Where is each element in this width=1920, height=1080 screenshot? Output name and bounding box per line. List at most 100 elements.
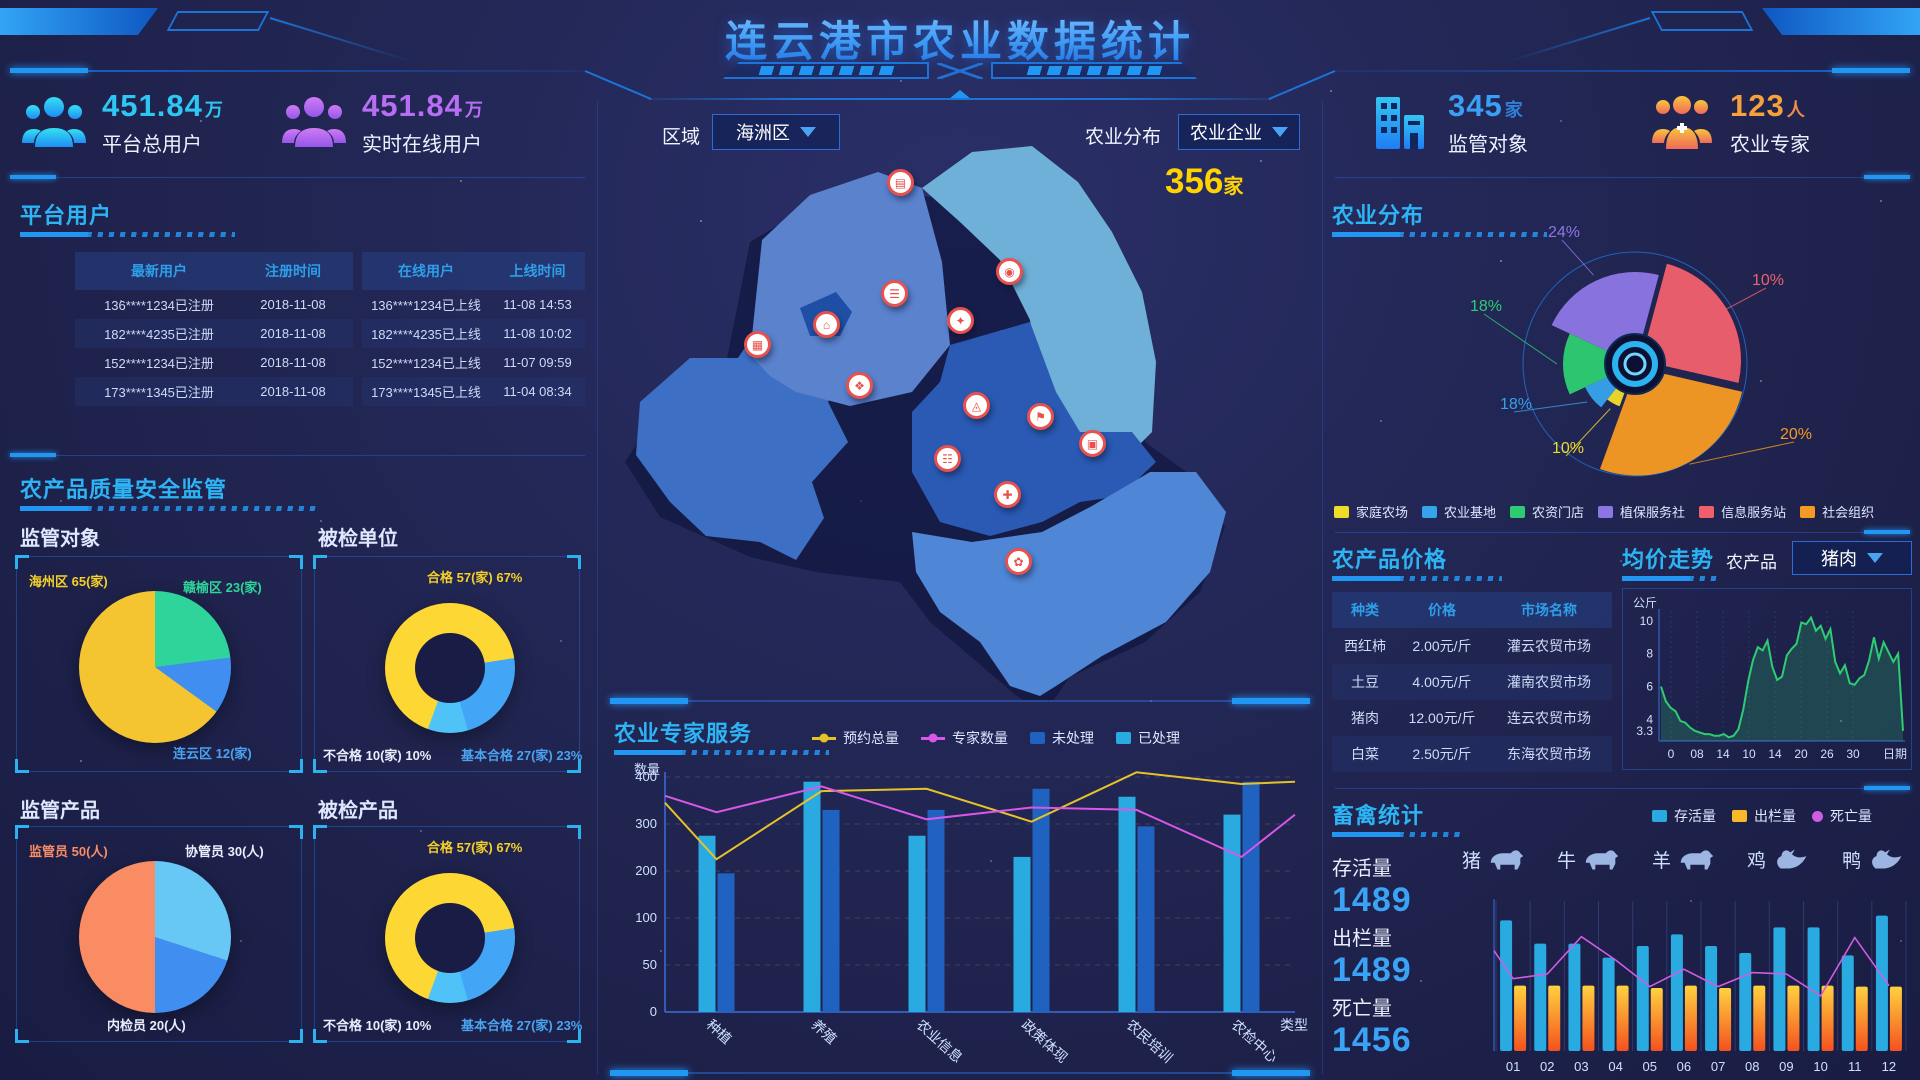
svg-text:300: 300 xyxy=(635,816,657,831)
section-title-underline xyxy=(614,750,829,755)
pie-slice-label: 海州区 65(家) xyxy=(29,574,108,589)
rose-legend-item[interactable]: 信息服务站 xyxy=(1699,502,1786,521)
animal-icon xyxy=(1585,850,1619,870)
expert-legend-item[interactable]: 预约总量 xyxy=(812,728,899,748)
rose-legend-item[interactable]: 植保服务社 xyxy=(1598,502,1685,521)
rose-legend-item[interactable]: 农业基地 xyxy=(1422,502,1496,521)
animal-label: 牛 xyxy=(1557,850,1577,872)
map-pin[interactable]: ◉ xyxy=(996,258,1023,285)
table-cell: 11-04 08:34 xyxy=(503,384,572,399)
legend-square-marker xyxy=(1030,732,1045,744)
donut-chart xyxy=(385,873,515,1003)
distribution-select[interactable]: 农业企业 xyxy=(1178,114,1300,150)
rose-legend-item[interactable]: 家庭农场 xyxy=(1334,502,1408,521)
map-pin[interactable]: ☰ xyxy=(881,280,908,307)
stat-unit: 人 xyxy=(1786,100,1805,120)
table-row: 173****1345已上线 11-04 08:34 xyxy=(362,377,585,406)
svg-text:0: 0 xyxy=(650,1004,657,1019)
svg-text:6: 6 xyxy=(1646,680,1653,694)
table-cell: 152****1234已上线 xyxy=(371,356,481,371)
section-divider xyxy=(1335,786,1910,790)
table-cell: 173****1345已注册 xyxy=(104,385,214,400)
pie-box-supervision-objects: 海州区 65(家) 赣榆区 23(家) 连云区 12(家) xyxy=(15,555,303,773)
legend-label: 农业基地 xyxy=(1444,505,1497,520)
stat-value: 451.84 xyxy=(102,88,203,123)
table-cell: 2018-11-08 xyxy=(260,326,326,341)
svg-text:24%: 24% xyxy=(1548,224,1580,241)
stat-supervision-objects: 345 家 监管对象 xyxy=(1368,88,1528,157)
pie-slice-label: 不合格 10(家) 10% xyxy=(323,1018,432,1033)
table-cell: 猪肉 xyxy=(1351,710,1379,726)
svg-text:3.3: 3.3 xyxy=(1636,724,1653,738)
svg-text:200: 200 xyxy=(635,863,657,878)
svg-text:30: 30 xyxy=(1846,747,1860,761)
title-triangle-decoration xyxy=(949,90,971,99)
map-pin[interactable]: ▦ xyxy=(744,331,771,358)
svg-text:8: 8 xyxy=(1646,647,1653,661)
svg-text:05: 05 xyxy=(1643,1059,1657,1074)
animal-item-1: 猪 xyxy=(1462,845,1527,873)
rose-legend-item[interactable]: 社会组织 xyxy=(1800,502,1874,521)
pie-slice-label: 赣榆区 23(家) xyxy=(183,580,262,595)
legend-square-marker xyxy=(1800,505,1816,518)
badge-unit: 家 xyxy=(1223,176,1244,198)
livestock-stat-label: 死亡量 xyxy=(1332,998,1392,1020)
column-header: 在线用户 xyxy=(398,263,454,279)
map-pin[interactable]: ⌂ xyxy=(813,311,840,338)
donut-hole xyxy=(414,632,486,704)
stat-unit: 万 xyxy=(204,100,223,120)
table-row: 猪肉 12.00元/斤 连云农贸市场 xyxy=(1332,700,1612,736)
table-cell: 2.50元/斤 xyxy=(1412,746,1472,762)
livestock-stat-alive: 存活量 1489 xyxy=(1332,852,1412,920)
legend-label: 植保服务社 xyxy=(1620,505,1686,520)
animal-icon xyxy=(1777,849,1807,869)
expert-legend-item[interactable]: 专家数量 xyxy=(921,728,1008,748)
livestock-legend-item[interactable]: 出栏量 xyxy=(1732,806,1796,826)
livestock-stat-value: 1456 xyxy=(1332,1021,1412,1059)
rose-legend-item[interactable]: 农资门店 xyxy=(1510,502,1584,521)
map-pin[interactable]: ✿ xyxy=(1005,548,1032,575)
pin-icon: ▤ xyxy=(894,175,907,190)
section-title-agri-distribution: 农业分布 xyxy=(1332,203,1425,228)
svg-text:14: 14 xyxy=(1716,747,1730,761)
legend-square-marker xyxy=(1116,732,1131,744)
pin-icon: ✿ xyxy=(1013,554,1024,569)
map-pin[interactable]: ❖ xyxy=(846,372,873,399)
product-select[interactable]: 猪肉 xyxy=(1792,541,1912,575)
expert-legend-item[interactable]: 已处理 xyxy=(1116,728,1180,748)
stat-label: 监管对象 xyxy=(1448,134,1528,156)
map-pin[interactable]: ✚ xyxy=(994,481,1021,508)
pin-icon: ▣ xyxy=(1086,436,1099,451)
table-cell: 152****1234已注册 xyxy=(104,356,214,371)
table-cell: 12.00元/斤 xyxy=(1408,710,1476,726)
region-select[interactable]: 海洲区 xyxy=(712,114,840,150)
svg-text:07: 07 xyxy=(1711,1059,1725,1074)
map-pin[interactable]: ▣ xyxy=(1079,430,1106,457)
expert-legend-item[interactable]: 未处理 xyxy=(1030,728,1094,748)
stat-value: 123 xyxy=(1730,88,1785,123)
svg-text:类型: 类型 xyxy=(1280,1017,1308,1033)
table-row: 182****4235已注册 2018-11-08 xyxy=(75,319,353,348)
section-divider xyxy=(1335,175,1910,179)
stat-agri-experts: 123 人 农业专家 xyxy=(1650,88,1810,157)
livestock-legend-item[interactable]: 存活量 xyxy=(1652,806,1716,826)
distribution-select-value: 农业企业 xyxy=(1190,123,1262,143)
svg-text:18%: 18% xyxy=(1470,298,1502,315)
table-row: 173****1345已注册 2018-11-08 xyxy=(75,377,353,406)
svg-text:农检中心: 农检中心 xyxy=(1228,1016,1280,1065)
livestock-legend-item[interactable]: 死亡量 xyxy=(1812,806,1872,826)
map-pin[interactable]: ✦ xyxy=(947,307,974,334)
title-underline-decoration xyxy=(723,62,1197,79)
legend-label: 存活量 xyxy=(1674,808,1716,824)
table-cell: 灌南农贸市场 xyxy=(1507,674,1591,690)
svg-text:10%: 10% xyxy=(1752,272,1784,289)
section-title-underline xyxy=(1332,832,1462,837)
table-cell: 东海农贸市场 xyxy=(1507,746,1591,762)
map-pin[interactable]: ◬ xyxy=(963,392,990,419)
svg-text:02: 02 xyxy=(1540,1059,1554,1074)
legend-label: 出栏量 xyxy=(1754,808,1796,824)
map-pin[interactable]: ▤ xyxy=(887,169,914,196)
map-pin[interactable]: ☷ xyxy=(934,445,961,472)
legend-square-marker xyxy=(1598,505,1614,518)
map-pin[interactable]: ⚑ xyxy=(1027,403,1054,430)
